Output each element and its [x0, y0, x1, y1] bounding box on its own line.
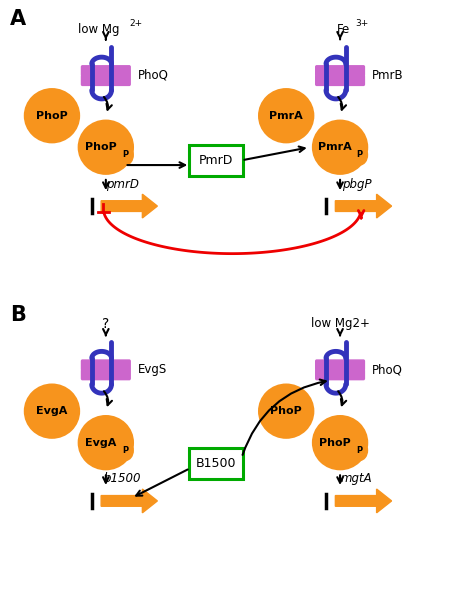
Text: 2+: 2+ — [129, 19, 142, 28]
Text: pbgP: pbgP — [342, 178, 371, 191]
FancyBboxPatch shape — [316, 370, 365, 380]
Text: PmrA: PmrA — [269, 111, 303, 121]
Text: PmrB: PmrB — [372, 69, 403, 82]
Circle shape — [352, 145, 367, 165]
Text: PhoQ: PhoQ — [372, 363, 403, 376]
Text: ?: ? — [102, 317, 109, 331]
Text: EvgS: EvgS — [137, 363, 167, 376]
Text: P: P — [356, 151, 363, 160]
FancyBboxPatch shape — [189, 145, 243, 176]
Text: mgtA: mgtA — [341, 472, 372, 485]
Text: Fe: Fe — [337, 23, 350, 36]
Text: EvgA: EvgA — [36, 406, 68, 416]
Text: B: B — [10, 305, 26, 325]
FancyBboxPatch shape — [316, 360, 365, 370]
Ellipse shape — [259, 89, 313, 142]
Text: low Mg: low Mg — [78, 23, 119, 36]
Text: PhoP: PhoP — [270, 406, 302, 416]
FancyBboxPatch shape — [82, 66, 130, 76]
Ellipse shape — [25, 89, 79, 142]
Text: low Mg2+: low Mg2+ — [310, 317, 370, 330]
FancyBboxPatch shape — [316, 66, 365, 76]
Ellipse shape — [313, 121, 367, 173]
Text: b1500: b1500 — [103, 472, 141, 485]
Ellipse shape — [79, 121, 133, 173]
Text: PhoP: PhoP — [36, 111, 68, 121]
Text: PhoP: PhoP — [85, 142, 117, 152]
Text: A: A — [10, 9, 26, 29]
FancyBboxPatch shape — [82, 370, 130, 380]
Polygon shape — [101, 489, 157, 513]
Circle shape — [118, 145, 133, 165]
Ellipse shape — [79, 416, 133, 469]
Circle shape — [352, 440, 367, 460]
FancyBboxPatch shape — [82, 360, 130, 370]
Polygon shape — [336, 194, 392, 218]
Text: EvgA: EvgA — [85, 437, 117, 448]
Text: PmrD: PmrD — [199, 154, 233, 167]
Text: P: P — [122, 446, 128, 455]
Ellipse shape — [313, 416, 367, 469]
Text: PmrA: PmrA — [319, 142, 352, 152]
Text: P: P — [356, 446, 363, 455]
Polygon shape — [336, 489, 392, 513]
Ellipse shape — [259, 385, 313, 437]
FancyBboxPatch shape — [189, 448, 243, 479]
FancyBboxPatch shape — [82, 76, 130, 85]
Ellipse shape — [25, 385, 79, 437]
Text: P: P — [122, 151, 128, 160]
Text: PhoQ: PhoQ — [137, 69, 169, 82]
Circle shape — [118, 440, 133, 460]
Text: PhoP: PhoP — [319, 437, 351, 448]
Text: B1500: B1500 — [196, 457, 236, 470]
Text: pmrD: pmrD — [106, 178, 139, 191]
FancyBboxPatch shape — [316, 76, 365, 85]
Polygon shape — [101, 194, 157, 218]
Text: 3+: 3+ — [355, 19, 368, 28]
